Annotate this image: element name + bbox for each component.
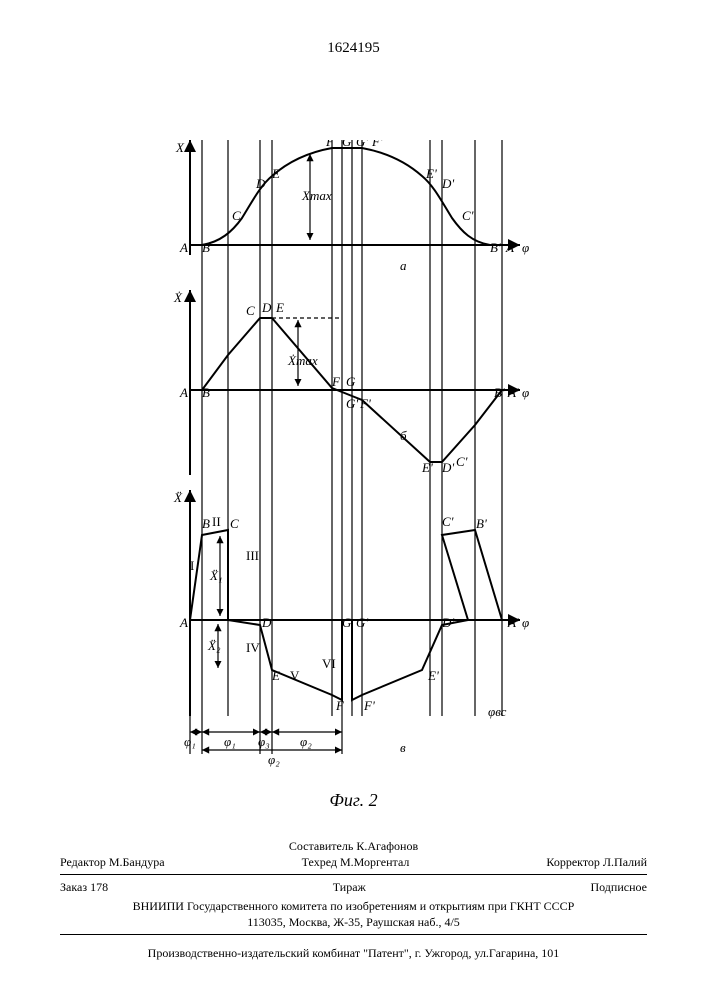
svg-text:Ẍ₁: Ẍ₁ bbox=[209, 568, 222, 583]
svg-text:G: G bbox=[346, 374, 356, 389]
compiler-label: Составитель bbox=[289, 839, 353, 853]
svg-text:A: A bbox=[179, 615, 188, 630]
svg-text:C': C' bbox=[442, 514, 454, 529]
editor-label: Редактор bbox=[60, 855, 106, 869]
compiler-name: К.Агафонов bbox=[356, 839, 418, 853]
svg-text:E: E bbox=[275, 300, 284, 315]
svg-text:φ₂: φ₂ bbox=[300, 734, 312, 749]
svg-text:A': A' bbox=[507, 615, 519, 630]
colophon: Составитель К.Агафонов Редактор М.Бандур… bbox=[60, 838, 647, 961]
divider bbox=[60, 874, 647, 875]
svg-text:C: C bbox=[246, 303, 255, 318]
publisher-line: ВНИИПИ Государственного комитета по изоб… bbox=[60, 898, 647, 914]
svg-text:D: D bbox=[255, 176, 266, 191]
figure-svg: XXmaxABCDEFGG'F'E'D'C'B'A'φaẊẊmaxABCDEFG… bbox=[150, 140, 530, 780]
svg-text:F': F' bbox=[359, 396, 371, 411]
svg-text:A: A bbox=[179, 385, 188, 400]
publisher-addr: 113035, Москва, Ж-35, Раушская наб., 4/5 bbox=[60, 914, 647, 930]
svg-text:E: E bbox=[271, 166, 280, 181]
svg-text:Xmax: Xmax bbox=[301, 188, 332, 203]
svg-text:φ: φ bbox=[522, 240, 529, 255]
techred-label: Техред bbox=[302, 855, 337, 869]
svg-text:III: III bbox=[246, 548, 259, 563]
svg-text:B': B' bbox=[476, 516, 487, 531]
svg-text:VI: VI bbox=[322, 656, 336, 671]
order-number: 178 bbox=[90, 880, 108, 894]
svg-text:D: D bbox=[261, 300, 272, 315]
svg-text:B: B bbox=[202, 385, 210, 400]
svg-text:Ẍ₂: Ẍ₂ bbox=[207, 638, 221, 653]
svg-text:G: G bbox=[342, 615, 352, 630]
svg-text:C: C bbox=[230, 516, 239, 531]
subscription-label: Подписное bbox=[590, 879, 647, 895]
patent-number: 1624195 bbox=[0, 40, 707, 57]
svg-text:φ: φ bbox=[522, 615, 529, 630]
svg-text:B: B bbox=[202, 516, 210, 531]
figure-caption: Фиг. 2 bbox=[0, 790, 707, 811]
svg-text:G': G' bbox=[346, 396, 358, 411]
svg-text:φ: φ bbox=[522, 385, 529, 400]
svg-text:A': A' bbox=[507, 385, 519, 400]
svg-text:D': D' bbox=[441, 460, 454, 475]
svg-text:B': B' bbox=[490, 240, 501, 255]
svg-text:C': C' bbox=[462, 208, 474, 223]
svg-text:б: б bbox=[400, 428, 407, 443]
svg-text:D: D bbox=[261, 615, 272, 630]
svg-text:IV: IV bbox=[246, 640, 260, 655]
corrector-name: Л.Палий bbox=[603, 855, 647, 869]
svg-text:C: C bbox=[232, 208, 241, 223]
svg-text:Ẋmax: Ẋmax bbox=[287, 353, 318, 368]
svg-text:F': F' bbox=[363, 698, 375, 713]
svg-text:в: в bbox=[400, 740, 406, 755]
svg-text:Ẋ: Ẋ bbox=[173, 290, 183, 305]
svg-text:E: E bbox=[271, 668, 280, 683]
svg-text:D': D' bbox=[441, 615, 454, 630]
svg-text:a: a bbox=[400, 258, 407, 273]
svg-text:D': D' bbox=[441, 176, 454, 191]
svg-text:A: A bbox=[179, 240, 188, 255]
svg-text:I: I bbox=[190, 558, 194, 573]
svg-text:F: F bbox=[325, 140, 335, 149]
editor-name: М.Бандура bbox=[109, 855, 165, 869]
corrector-label: Корректор bbox=[546, 855, 600, 869]
printer-line: Производственно-издательский комбинат "П… bbox=[60, 945, 647, 961]
svg-text:φвс: φвс bbox=[488, 704, 507, 719]
svg-text:B: B bbox=[202, 240, 210, 255]
svg-text:E': E' bbox=[425, 166, 437, 181]
svg-text:F: F bbox=[331, 374, 341, 389]
svg-text:II: II bbox=[212, 514, 221, 529]
svg-text:A': A' bbox=[505, 240, 517, 255]
svg-text:B': B' bbox=[494, 385, 505, 400]
svg-text:V: V bbox=[290, 668, 300, 683]
print-run-label: Тираж bbox=[333, 879, 366, 895]
svg-text:F: F bbox=[335, 698, 345, 713]
svg-text:C': C' bbox=[456, 454, 468, 469]
svg-text:E': E' bbox=[421, 460, 433, 475]
svg-text:X: X bbox=[175, 140, 185, 155]
svg-text:φ₁: φ₁ bbox=[224, 734, 236, 749]
page: 1624195 XXmaxABCDEFGG'F'E'D'C'B'A'φaẊẊma… bbox=[0, 0, 707, 1000]
svg-text:F': F' bbox=[371, 140, 383, 149]
svg-text:G': G' bbox=[356, 615, 368, 630]
svg-text:E': E' bbox=[427, 668, 439, 683]
svg-text:Ẍ: Ẍ bbox=[173, 490, 183, 505]
svg-text:G: G bbox=[342, 140, 352, 149]
techred-name: М.Моргентал bbox=[340, 855, 409, 869]
divider-2 bbox=[60, 934, 647, 935]
order-label: Заказ bbox=[60, 880, 87, 894]
svg-text:φ₂: φ₂ bbox=[268, 752, 280, 767]
svg-text:G': G' bbox=[356, 140, 368, 149]
